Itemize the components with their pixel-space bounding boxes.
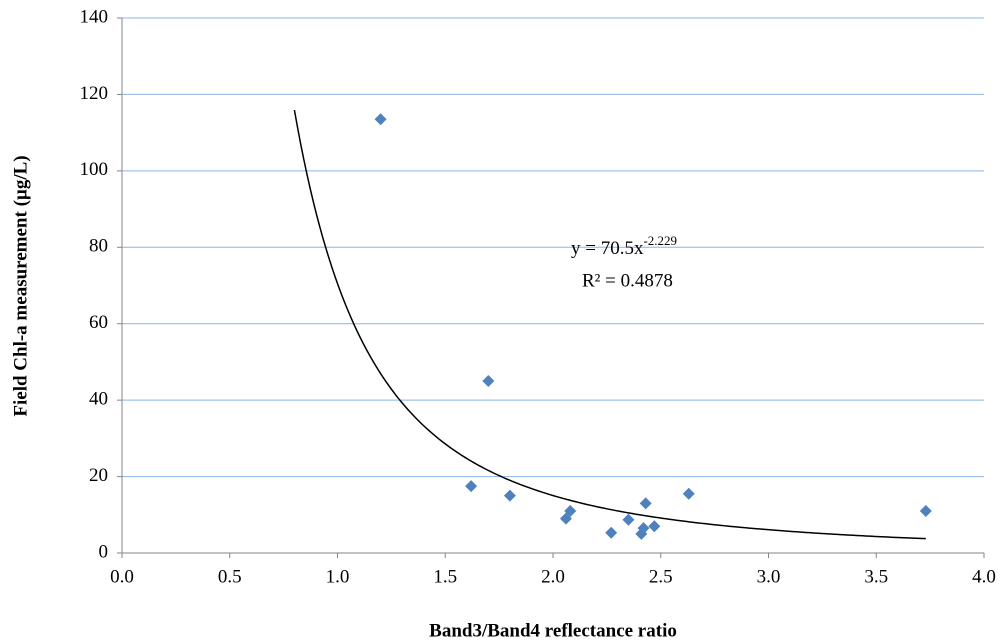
x-tick-label: 0.5: [218, 566, 242, 587]
equation-exponent: -2.229: [643, 233, 677, 248]
data-point: [605, 526, 618, 539]
r-squared: R² = 0.4878: [582, 270, 673, 291]
x-tick-label: 2.0: [541, 566, 565, 587]
x-tick-label: 0.0: [110, 566, 134, 587]
x-axis-label: Band3/Band4 reflectance ratio: [429, 620, 677, 641]
x-tick-label: 2.5: [649, 566, 673, 587]
data-point: [622, 513, 635, 526]
data-point: [639, 497, 652, 510]
data-point: [637, 522, 650, 535]
data-point: [648, 520, 661, 533]
y-tick-label: 100: [80, 159, 109, 180]
y-tick-label: 0: [99, 541, 109, 562]
data-point: [374, 113, 387, 126]
data-point: [503, 489, 516, 502]
trendline: [293, 109, 926, 540]
x-tick-label: 1.5: [433, 566, 457, 587]
y-axis-label: Field Chl-a measurement (µg/L): [10, 155, 31, 416]
y-tick-label: 60: [89, 312, 108, 333]
x-tick-label: 4.0: [972, 566, 996, 587]
y-tick-label: 80: [89, 236, 108, 257]
x-tick-label: 3.0: [757, 566, 781, 587]
x-tick-label: 3.5: [864, 566, 888, 587]
y-tick-label: 140: [80, 6, 109, 27]
data-point: [919, 504, 932, 517]
x-tick-label: 1.0: [326, 566, 350, 587]
data-point: [682, 487, 695, 500]
y-tick-label: 20: [89, 465, 108, 486]
data-point: [564, 504, 577, 517]
y-tick-label: 40: [89, 389, 108, 410]
data-point: [465, 480, 478, 493]
trendline-equation: y = 70.5x-2.229: [571, 233, 677, 259]
data-point: [482, 375, 495, 388]
y-tick-label: 120: [80, 83, 109, 104]
equation-text: y = 70.5x: [571, 238, 644, 259]
